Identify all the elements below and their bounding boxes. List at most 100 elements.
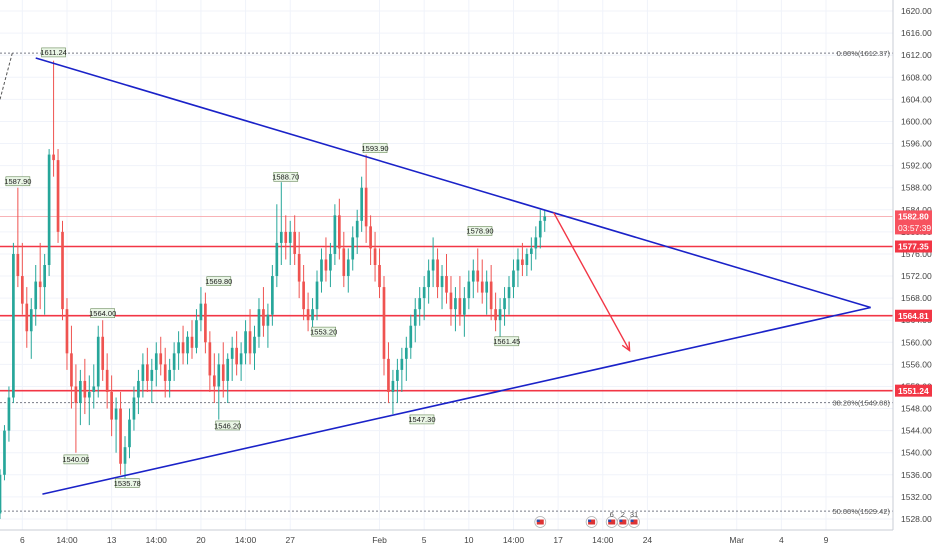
candle — [431, 237, 435, 288]
candle — [3, 425, 6, 481]
candle-body — [257, 309, 261, 337]
projection-arrow[interactable] — [553, 212, 631, 352]
candle — [154, 342, 158, 387]
candle-body — [186, 336, 189, 354]
candle — [275, 204, 279, 288]
horizontal-levels[interactable] — [0, 216, 893, 392]
candle — [172, 342, 176, 381]
candle — [47, 149, 51, 277]
annotation-text: 1561.45 — [493, 337, 520, 346]
candle-body — [529, 248, 533, 254]
candle — [413, 298, 417, 343]
candle-body — [436, 259, 439, 288]
price-annotation: 1564.00 — [89, 308, 116, 319]
candle — [38, 242, 42, 310]
annotation-box — [63, 454, 89, 465]
candle-body — [154, 353, 158, 370]
arrow-shaft — [553, 212, 631, 351]
candle — [190, 320, 194, 359]
candle-body — [346, 259, 350, 277]
annotation-box — [215, 420, 241, 431]
candle — [346, 248, 350, 293]
price-tick-label: 1548.00 — [901, 404, 932, 414]
candle-body — [253, 336, 256, 354]
candle-body — [494, 309, 497, 321]
candle — [105, 353, 109, 409]
candle-body — [159, 353, 163, 365]
candle — [146, 347, 149, 392]
event-flag-icon: 31 — [628, 510, 640, 528]
candle — [329, 242, 332, 288]
candle-body — [79, 380, 82, 404]
candle-body — [480, 281, 484, 293]
price-annotations: 1611.24 1587.90 1593.90 1588.70 1569.80 1564.… — [4, 47, 520, 488]
candle — [369, 215, 372, 265]
event-count: 6 — [610, 510, 614, 519]
time-tick-label: 4 — [779, 535, 784, 545]
candle-body — [431, 259, 435, 271]
time-tick-label: 17 — [553, 535, 563, 545]
candle-body — [333, 215, 337, 254]
candle-body — [29, 309, 33, 332]
candle-body — [445, 276, 448, 293]
price-tick-label: 1576.00 — [901, 249, 932, 259]
candle — [195, 309, 198, 354]
candle-body — [378, 265, 381, 288]
annotation-box — [41, 47, 66, 58]
candle-body — [373, 248, 377, 265]
candle-body — [92, 386, 96, 392]
price-annotation: 1546.20 — [214, 420, 241, 431]
event-flag-icon: 2 — [616, 510, 629, 528]
annotation-text: 1564.00 — [89, 309, 116, 318]
event-flag-fill — [619, 519, 627, 525]
price-tick-label: 1568.00 — [901, 293, 932, 303]
event-flag-canton — [630, 519, 634, 522]
candle-body — [239, 353, 243, 365]
candle — [373, 231, 377, 282]
trendlines[interactable] — [35, 57, 871, 495]
candle-body — [279, 231, 283, 243]
candle — [422, 276, 426, 321]
event-markers[interactable]: 6 2 31 — [534, 510, 640, 528]
candle-body — [123, 447, 127, 464]
candle-body — [324, 259, 328, 271]
price-tick-label: 1592.00 — [901, 161, 932, 171]
candle — [315, 270, 319, 321]
event-flag-icon — [585, 516, 598, 528]
fib-label: 38.20%(1549.08) — [832, 399, 890, 408]
annotation-text: 1611.24 — [40, 48, 67, 57]
candle — [306, 292, 310, 332]
candle — [454, 287, 457, 332]
candle-body — [16, 253, 20, 277]
event-flag-canton — [619, 519, 623, 522]
candle-body — [543, 216, 547, 221]
candle — [0, 469, 2, 519]
candle-body — [56, 160, 60, 232]
candle-body — [293, 231, 297, 254]
annotation-box — [467, 226, 493, 236]
candle-body — [391, 380, 395, 392]
price-tick-label: 1616.00 — [901, 28, 932, 38]
candle-body — [0, 474, 2, 514]
candle — [449, 276, 453, 326]
candle — [271, 265, 274, 326]
candle — [320, 248, 323, 293]
candle — [257, 298, 261, 348]
time-axis[interactable]: 6 14:00 13 14:00 20 14:00 27 Feb 5 10 14:00 17 14:00… — [0, 529, 893, 545]
candle-body — [485, 281, 489, 293]
candle-body — [226, 358, 230, 381]
candle — [186, 331, 189, 365]
annotation-text: 1588.70 — [272, 173, 299, 182]
candle-body — [128, 419, 131, 448]
candle-body — [34, 281, 38, 310]
candle — [342, 231, 346, 288]
candle-body — [70, 353, 73, 387]
fib-connector-line — [0, 53, 13, 100]
candle-body — [458, 298, 462, 315]
candle-body — [195, 320, 198, 348]
candle-body — [512, 270, 515, 288]
fib-label: 50.00%(1529.42) — [832, 507, 890, 516]
price-tick-label: 1608.00 — [901, 72, 932, 82]
